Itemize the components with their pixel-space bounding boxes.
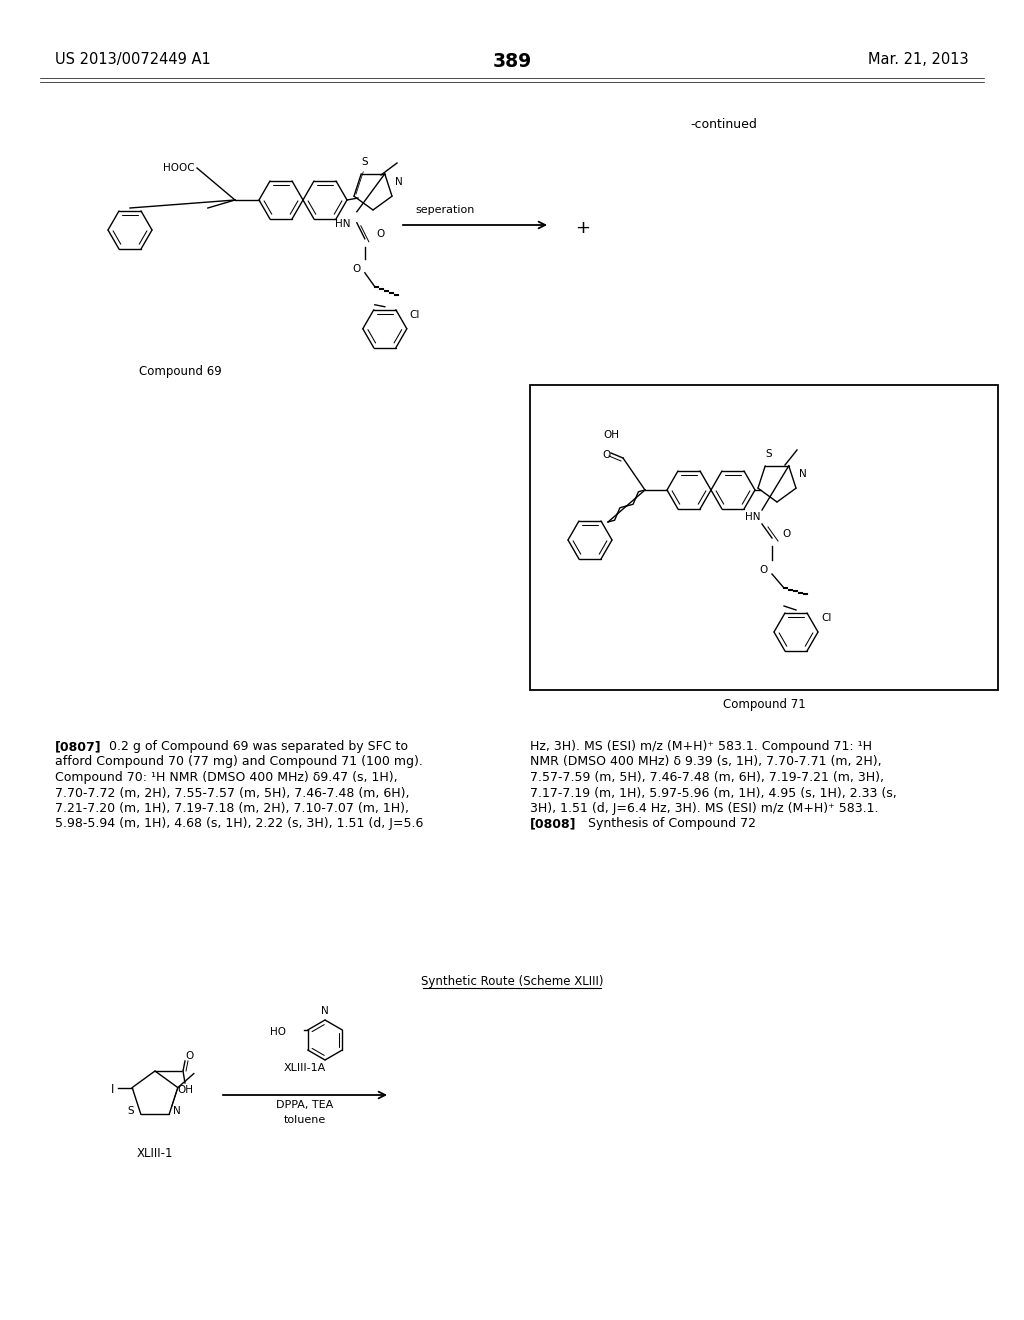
Text: -continued: -continued (690, 117, 757, 131)
Text: Hz, 3H). MS (ESI) m/z (M+H)⁺ 583.1. Compound 71: ¹H: Hz, 3H). MS (ESI) m/z (M+H)⁺ 583.1. Comp… (530, 741, 872, 752)
Text: Compound 70: ¹H NMR (DMSO 400 MHz) δ9.47 (s, 1H),: Compound 70: ¹H NMR (DMSO 400 MHz) δ9.47… (55, 771, 397, 784)
Text: O: O (377, 228, 385, 239)
Text: 7.17-7.19 (m, 1H), 5.97-5.96 (m, 1H), 4.95 (s, 1H), 2.33 (s,: 7.17-7.19 (m, 1H), 5.97-5.96 (m, 1H), 4.… (530, 787, 897, 800)
Text: N: N (173, 1106, 181, 1117)
Text: XLIII-1A: XLIII-1A (284, 1063, 326, 1073)
Text: O: O (782, 529, 791, 539)
Text: NMR (DMSO 400 MHz) δ 9.39 (s, 1H), 7.70-7.71 (m, 2H),: NMR (DMSO 400 MHz) δ 9.39 (s, 1H), 7.70-… (530, 755, 882, 768)
Text: OH: OH (603, 430, 618, 440)
Text: 389: 389 (493, 51, 531, 71)
Text: Compound 71: Compound 71 (723, 698, 805, 711)
Text: 7.21-7.20 (m, 1H), 7.19-7.18 (m, 2H), 7.10-7.07 (m, 1H),: 7.21-7.20 (m, 1H), 7.19-7.18 (m, 2H), 7.… (55, 803, 409, 814)
Text: 3H), 1.51 (d, J=6.4 Hz, 3H). MS (ESI) m/z (M+H)⁺ 583.1.: 3H), 1.51 (d, J=6.4 Hz, 3H). MS (ESI) m/… (530, 803, 879, 814)
Text: HOOC: HOOC (164, 162, 195, 173)
Text: 7.57-7.59 (m, 5H), 7.46-7.48 (m, 6H), 7.19-7.21 (m, 3H),: 7.57-7.59 (m, 5H), 7.46-7.48 (m, 6H), 7.… (530, 771, 884, 784)
Text: XLIII-1: XLIII-1 (137, 1147, 173, 1160)
Text: US 2013/0072449 A1: US 2013/0072449 A1 (55, 51, 211, 67)
Text: 5.98-5.94 (m, 1H), 4.68 (s, 1H), 2.22 (s, 3H), 1.51 (d, J=5.6: 5.98-5.94 (m, 1H), 4.68 (s, 1H), 2.22 (s… (55, 817, 423, 830)
Text: HO: HO (269, 1027, 286, 1038)
Text: S: S (766, 449, 772, 459)
Text: Compound 69: Compound 69 (138, 366, 221, 378)
Text: I: I (111, 1084, 114, 1096)
Text: OH: OH (177, 1085, 193, 1096)
Text: O: O (185, 1051, 194, 1061)
Text: HN: HN (745, 512, 761, 521)
Text: Mar. 21, 2013: Mar. 21, 2013 (868, 51, 969, 67)
Text: N: N (799, 469, 807, 479)
Text: 0.2 g of Compound 69 was separated by SFC to: 0.2 g of Compound 69 was separated by SF… (97, 741, 408, 752)
Text: S: S (127, 1106, 134, 1117)
Text: seperation: seperation (415, 205, 474, 215)
Text: DPPA, TEA: DPPA, TEA (276, 1100, 334, 1110)
Text: afford Compound 70 (77 mg) and Compound 71 (100 mg).: afford Compound 70 (77 mg) and Compound … (55, 755, 423, 768)
FancyBboxPatch shape (530, 385, 998, 690)
Text: Cl: Cl (410, 310, 420, 319)
Text: Synthesis of Compound 72: Synthesis of Compound 72 (572, 817, 756, 830)
Text: toluene: toluene (284, 1115, 326, 1125)
Text: 7.70-7.72 (m, 2H), 7.55-7.57 (m, 5H), 7.46-7.48 (m, 6H),: 7.70-7.72 (m, 2H), 7.55-7.57 (m, 5H), 7.… (55, 787, 410, 800)
Text: N: N (395, 177, 402, 187)
Text: [0808]: [0808] (530, 817, 577, 830)
Text: Synthetic Route (Scheme XLIII): Synthetic Route (Scheme XLIII) (421, 975, 603, 987)
Text: S: S (361, 157, 369, 168)
Text: Cl: Cl (821, 612, 831, 623)
Text: [0807]: [0807] (55, 741, 101, 752)
Text: HN: HN (335, 219, 350, 228)
Text: O: O (603, 450, 611, 459)
Text: +: + (575, 219, 590, 238)
Text: O: O (760, 565, 768, 576)
Text: N: N (322, 1006, 329, 1016)
Text: O: O (352, 264, 360, 273)
